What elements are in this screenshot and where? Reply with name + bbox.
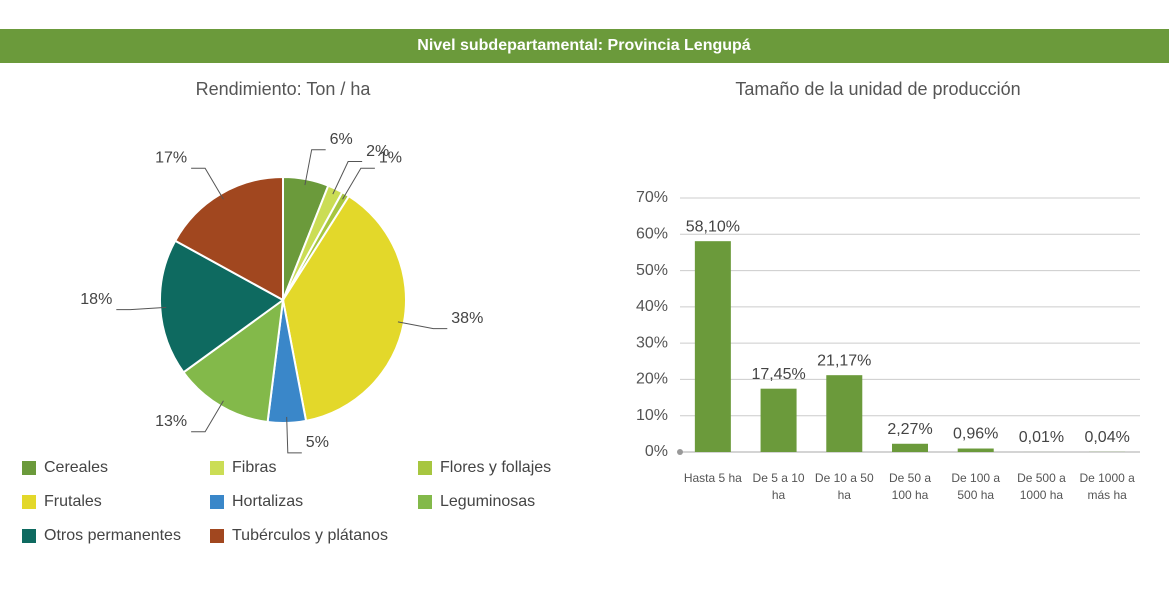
chart-title: Rendimiento: Ton / ha	[196, 79, 372, 99]
bar	[957, 448, 994, 452]
bar	[694, 241, 731, 452]
legend-label: Flores y follajes	[440, 459, 551, 476]
leader-line	[191, 400, 224, 433]
x-tick-label: De 50 a 100 ha	[888, 471, 932, 502]
legend-label: Cereales	[44, 459, 108, 476]
axis-origin	[677, 449, 683, 455]
chart-title: Tamaño de la unidad de producción	[735, 79, 1020, 99]
leader-line	[397, 321, 448, 330]
x-tick-label: De 500 a 1000 ha	[1017, 471, 1066, 502]
data-label: 6%	[330, 131, 353, 148]
y-tick-label: 30%	[636, 334, 668, 351]
legend-swatch	[210, 461, 224, 475]
data-label: 17,45%	[751, 366, 805, 383]
x-tick-label: De 5 a 10 ha	[752, 471, 805, 502]
legend-swatch	[22, 529, 36, 543]
leader-line	[286, 416, 302, 454]
y-tick-label: 60%	[636, 226, 668, 243]
leader-line	[332, 161, 363, 195]
header-title: Nivel subdepartamental: Provincia Lengup…	[417, 37, 751, 54]
legend-label: Leguminosas	[440, 493, 535, 510]
data-label: 17%	[155, 150, 187, 167]
x-tick-label: De 100 a 500 ha	[951, 471, 1001, 502]
data-label: 0,04%	[1084, 429, 1129, 446]
legend-label: Fibras	[232, 459, 276, 476]
leader-line	[304, 149, 326, 186]
leader-line	[116, 306, 167, 311]
legend-swatch	[22, 461, 36, 475]
y-tick-label: 40%	[636, 298, 668, 315]
x-tick-label: Hasta 5 ha	[683, 471, 742, 485]
y-tick-label: 10%	[636, 407, 668, 424]
data-label: 18%	[80, 291, 112, 308]
x-tick-label: De 10 a 50 ha	[814, 471, 874, 502]
leader-line	[191, 167, 224, 200]
legend-swatch	[22, 495, 36, 509]
legend-label: Tubérculos y plátanos	[232, 527, 388, 544]
data-label: 21,17%	[817, 352, 871, 369]
data-label: 2,27%	[887, 421, 932, 438]
bar	[760, 388, 797, 452]
data-label: 2%	[366, 143, 389, 160]
legend-label: Hortalizas	[232, 493, 303, 510]
data-label: 5%	[306, 434, 329, 451]
legend-label: Frutales	[44, 493, 102, 510]
x-tick-label: De 1000 a más ha	[1079, 471, 1135, 502]
legend-label: Otros permanentes	[44, 527, 181, 544]
legend-swatch	[210, 495, 224, 509]
leader-line	[342, 167, 375, 200]
legend-swatch	[418, 495, 432, 509]
y-tick-label: 70%	[636, 189, 668, 206]
y-tick-label: 0%	[645, 443, 668, 460]
y-tick-label: 50%	[636, 262, 668, 279]
data-label: 38%	[451, 310, 483, 327]
legend-swatch	[418, 461, 432, 475]
legend-swatch	[210, 529, 224, 543]
bar	[826, 375, 863, 452]
data-label: 0,01%	[1019, 429, 1064, 446]
data-label: 58,10%	[686, 218, 740, 235]
data-label: 1%	[379, 150, 402, 167]
header-bar	[0, 29, 1169, 63]
data-label: 0,96%	[953, 426, 998, 443]
bar	[892, 443, 928, 452]
y-tick-label: 20%	[636, 371, 668, 388]
data-label: 13%	[155, 413, 187, 430]
